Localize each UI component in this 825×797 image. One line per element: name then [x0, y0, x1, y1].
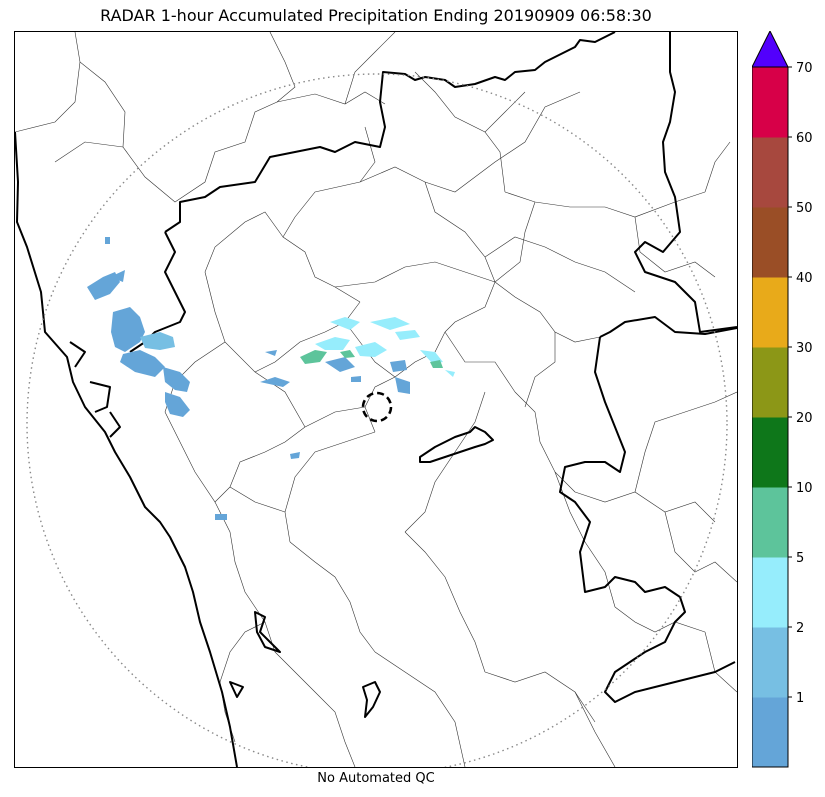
colorbar-bin — [752, 557, 788, 628]
colorbar-bin — [752, 487, 788, 558]
colorbar-tick-label: 1 — [796, 691, 804, 706]
colorbar-tick-label: 60 — [796, 131, 813, 146]
colorbar-tick-label: 50 — [796, 201, 813, 216]
colorbar-tick-label: 30 — [796, 341, 813, 356]
colorbar-bin — [752, 277, 788, 348]
colorbar-tick-label: 40 — [796, 271, 813, 286]
colorbar-tick-label: 20 — [796, 411, 813, 426]
colorbar-svg: 1 2 5 10 20 30 40 50 60 70 — [751, 29, 813, 768]
colorbar-ticks: 1 2 5 10 20 30 40 50 60 70 — [788, 61, 813, 706]
colorbar-bins — [752, 67, 788, 768]
colorbar-bin — [752, 627, 788, 698]
colorbar-bin — [752, 417, 788, 488]
colorbar-bin — [752, 347, 788, 418]
precipitation-colorbar: 1 2 5 10 20 30 40 50 60 70 — [751, 29, 825, 771]
radar-map — [14, 31, 738, 768]
colorbar-tick-label: 2 — [796, 621, 804, 636]
radar-site-marker — [361, 391, 393, 423]
qc-footer: No Automated QC — [317, 771, 435, 786]
map-canvas — [15, 32, 737, 767]
colorbar-bin — [752, 207, 788, 278]
chart-title: RADAR 1-hour Accumulated Precipitation E… — [100, 6, 652, 25]
colorbar-extend-arrow — [751, 29, 789, 68]
colorbar-bin — [752, 67, 788, 138]
colorbar-tick-label: 10 — [796, 481, 813, 496]
colorbar-tick-label: 70 — [796, 61, 813, 76]
colorbar-bin — [752, 697, 788, 768]
precipitation-echoes — [87, 237, 455, 520]
colorbar-tick-label: 5 — [796, 551, 804, 566]
state-boundaries — [15, 32, 737, 767]
colorbar-bin — [752, 137, 788, 208]
range-ring — [26, 73, 728, 767]
district-boundaries — [15, 32, 737, 767]
